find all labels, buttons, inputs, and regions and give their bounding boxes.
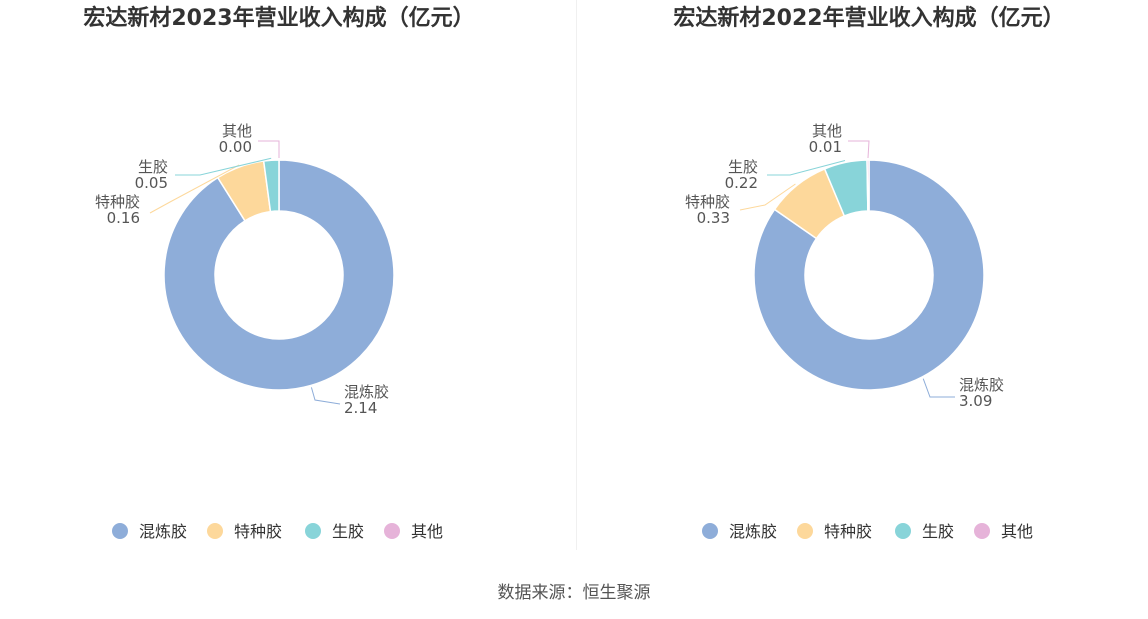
chart-divider bbox=[576, 0, 577, 550]
legend-marker[interactable] bbox=[305, 523, 321, 539]
leader-line bbox=[175, 157, 272, 176]
slice-label-value: 0.22 bbox=[725, 174, 758, 192]
slice-label-value: 0.00 bbox=[219, 138, 252, 156]
legend-marker[interactable] bbox=[895, 523, 911, 539]
legend-marker[interactable] bbox=[384, 523, 400, 539]
legend-label: 其他 bbox=[1001, 522, 1033, 541]
slice-label-value: 0.16 bbox=[107, 209, 140, 227]
legend-marker[interactable] bbox=[112, 523, 128, 539]
leader-line bbox=[258, 140, 280, 158]
legend-marker[interactable] bbox=[702, 523, 718, 539]
leader-line bbox=[310, 387, 341, 405]
slice-label-name: 其他 bbox=[222, 122, 252, 140]
slice-label-name: 其他 bbox=[812, 122, 842, 140]
legend-label: 生胶 bbox=[332, 522, 364, 541]
legend-label: 其他 bbox=[411, 522, 443, 541]
legend-marker[interactable] bbox=[207, 523, 223, 539]
slice-label-name: 特种胶 bbox=[685, 193, 730, 211]
slice-label-value: 0.01 bbox=[809, 138, 842, 156]
legend-label: 混炼胶 bbox=[729, 522, 777, 541]
slice-label-value: 0.33 bbox=[697, 209, 730, 227]
legend-label: 混炼胶 bbox=[139, 522, 187, 541]
slice-label-value: 3.09 bbox=[959, 392, 992, 410]
data-source-note: 数据来源：恒生聚源 bbox=[497, 583, 651, 603]
donut-slice-mixed-rubber[interactable] bbox=[163, 159, 395, 391]
slice-label-name: 特种胶 bbox=[95, 193, 140, 211]
legend-label: 生胶 bbox=[922, 522, 954, 541]
leader-line bbox=[848, 140, 870, 159]
slice-label-name: 混炼胶 bbox=[344, 383, 389, 401]
legend-label: 特种胶 bbox=[824, 522, 872, 541]
leader-line bbox=[739, 183, 796, 211]
slice-label-value: 2.14 bbox=[344, 399, 377, 417]
leader-line bbox=[922, 378, 955, 398]
slice-label-name: 生胶 bbox=[728, 158, 758, 176]
chart-title: 宏达新材2023年营业收入构成（亿元） bbox=[83, 5, 474, 31]
legend-label: 特种胶 bbox=[234, 522, 282, 541]
donut-slice-raw-rubber[interactable] bbox=[262, 159, 280, 213]
donut-slice-other[interactable] bbox=[866, 159, 870, 212]
legend-marker[interactable] bbox=[797, 523, 813, 539]
slice-label-name: 混炼胶 bbox=[959, 376, 1004, 394]
leader-line bbox=[767, 160, 846, 176]
leader-line bbox=[149, 164, 240, 214]
chart-title: 宏达新材2022年营业收入构成（亿元） bbox=[673, 5, 1064, 31]
donut-slice-mixed-rubber[interactable] bbox=[753, 159, 985, 391]
legend-marker[interactable] bbox=[974, 523, 990, 539]
slice-label-name: 生胶 bbox=[138, 158, 168, 176]
slice-label-value: 0.05 bbox=[135, 174, 168, 192]
